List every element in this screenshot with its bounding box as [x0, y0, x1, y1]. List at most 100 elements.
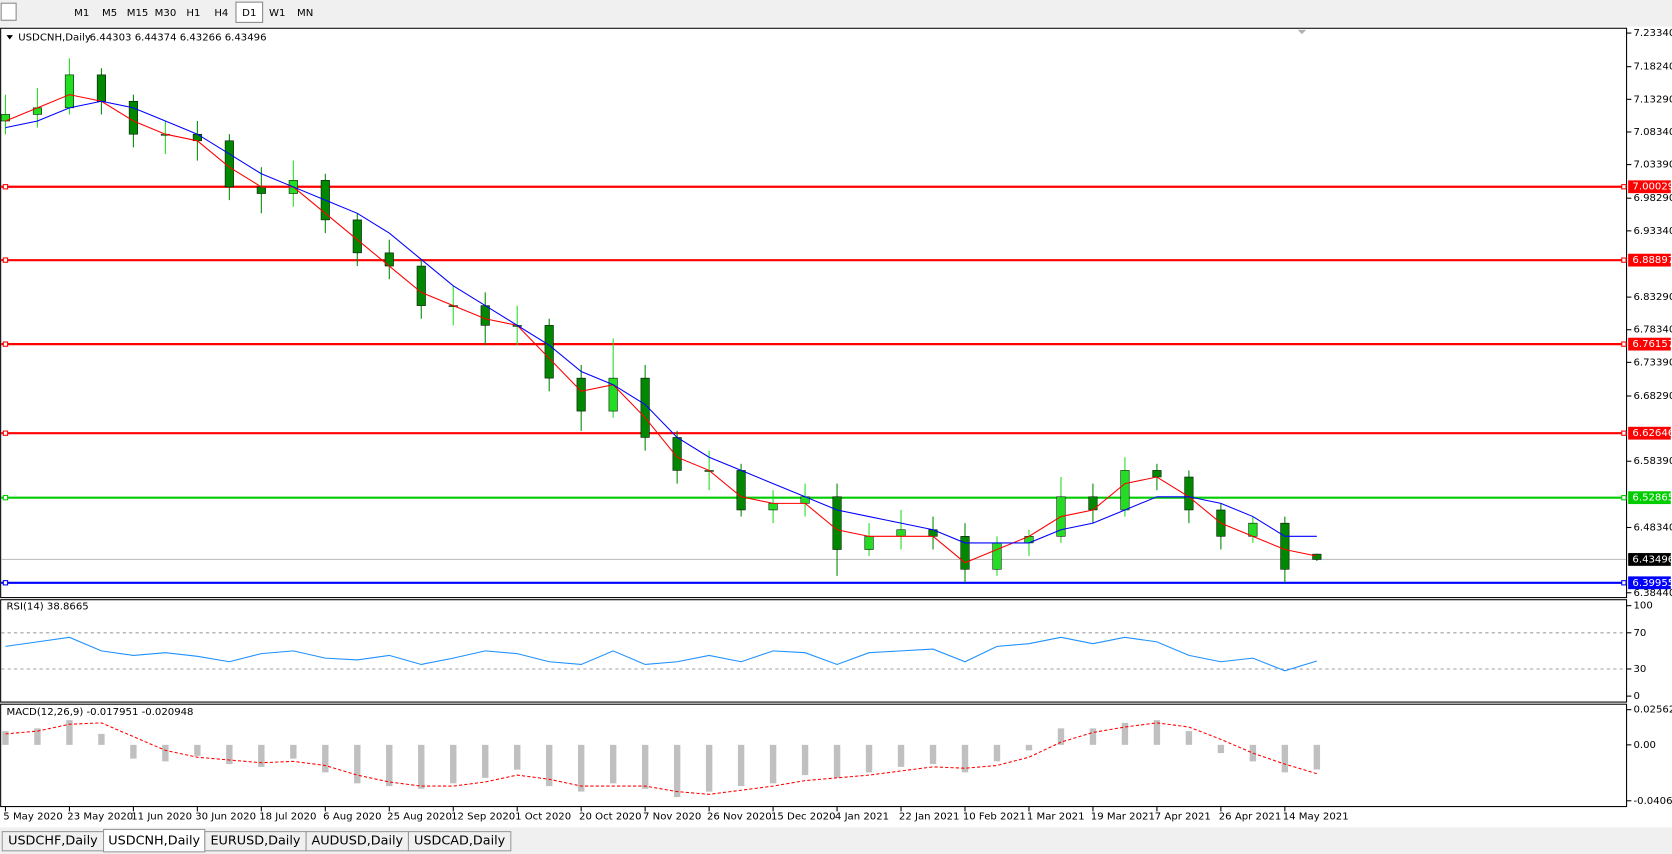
level-handle [1621, 430, 1627, 436]
y-tick-label: 6.73390 [1633, 357, 1672, 368]
x-tick-label: 4 Jan 2021 [835, 812, 889, 823]
macd-title: MACD(12,26,9) -0.017951 -0.020948 [7, 707, 194, 718]
level-label-box [1628, 180, 1671, 194]
timeframe-button[interactable] [263, 2, 291, 23]
timeframe-label: H4 [214, 8, 228, 19]
macd-bar [1025, 744, 1033, 751]
y-tick-label: 0.00 [1633, 740, 1656, 751]
level-label-box [1628, 426, 1671, 440]
macd-bar [929, 744, 937, 765]
macd-bar [194, 744, 201, 756]
macd-bar [961, 744, 969, 773]
level-handle [1621, 341, 1627, 347]
macd-bar [482, 744, 489, 778]
x-tick-label: 12 Sep 2020 [451, 812, 515, 823]
level-handle [2, 495, 9, 501]
macd-bar [801, 744, 809, 776]
level-label: 6.88897 [1632, 255, 1672, 266]
chart-tab[interactable] [407, 831, 512, 852]
timeframe-button[interactable] [124, 2, 151, 23]
x-tick-label: 14 May 2021 [1283, 812, 1349, 823]
level-label-box [1628, 253, 1671, 267]
macd-bar [2, 731, 9, 745]
y-tick-label: -0.040687 [1633, 796, 1672, 807]
macd-bar [450, 744, 457, 784]
macd-bar [1057, 728, 1065, 745]
level-handle [2, 257, 9, 263]
timeframe-button[interactable] [96, 2, 123, 23]
macd-bar [66, 720, 73, 745]
timeframe-button[interactable] [180, 2, 207, 23]
rsi-line [5, 636, 1317, 672]
y-tick-label: 100 [1633, 601, 1652, 612]
y-tick-label: 6.83290 [1633, 292, 1672, 303]
timeframe-button[interactable] [68, 2, 96, 23]
moving-average [5, 100, 1317, 544]
level-label: 6.76157 [1632, 339, 1672, 350]
macd-bar [1313, 744, 1321, 770]
x-tick-label: 19 Mar 2021 [1091, 812, 1155, 823]
macd-bar [386, 744, 393, 787]
x-tick-label: 20 Oct 2020 [579, 812, 642, 823]
timeframe-button[interactable] [291, 2, 319, 23]
level-handle [2, 341, 9, 347]
timeframe-button[interactable] [235, 1, 264, 23]
tab-label: USDCHF,Daily [8, 834, 98, 849]
y-tick-label: 0 [1633, 691, 1639, 702]
x-tick-label: 22 Jan 2021 [899, 812, 960, 823]
macd-bar [737, 744, 745, 787]
rsi-panel [0, 599, 1628, 703]
level-label-box [1628, 553, 1671, 566]
y-tick-label: 7.23340 [1633, 28, 1672, 39]
macd-bar [865, 744, 873, 773]
candle-body [608, 377, 618, 412]
y-tick-label: 6.93340 [1633, 226, 1672, 237]
candle-body [864, 536, 874, 550]
macd-bar [1185, 731, 1193, 745]
x-tick-label: 23 May 2020 [67, 812, 133, 823]
y-tick-label: 7.18240 [1633, 62, 1672, 73]
macd-bar [1281, 744, 1289, 773]
level-handle [1621, 495, 1627, 501]
x-tick-label: 11 Jun 2020 [131, 812, 192, 823]
y-tick-label: 70 [1633, 628, 1646, 639]
candle-body [1152, 470, 1162, 478]
y-tick-label: 6.78340 [1633, 325, 1672, 336]
timeframe-button[interactable] [152, 2, 179, 23]
level-handle [1621, 257, 1627, 263]
macd-bar [769, 744, 777, 784]
macd-bar [98, 733, 105, 745]
y-tick-label: 7.13290 [1633, 94, 1672, 105]
timeframe-label: M5 [102, 8, 117, 19]
level-label: 6.43496 [1632, 554, 1672, 565]
macd-bar [1121, 722, 1129, 745]
candle-body [416, 265, 426, 306]
timeframe-button[interactable] [208, 2, 235, 23]
tab-label: EURUSD,Daily [210, 834, 300, 849]
level-label: 6.39955 [1632, 578, 1672, 589]
level-label-box [1628, 491, 1671, 505]
macd-bar [1089, 728, 1097, 745]
x-tick-label: 1 Mar 2021 [1027, 812, 1085, 823]
macd-bar [1217, 744, 1225, 754]
y-tick-label: 30 [1633, 664, 1646, 675]
candle-body [576, 377, 586, 412]
x-tick-label: 6 Aug 2020 [323, 812, 381, 823]
moving-average [5, 94, 1317, 564]
tool-button[interactable] [0, 2, 17, 21]
chart-window [0, 26, 1672, 828]
candle-body [224, 140, 234, 188]
level-label: 6.52865 [1632, 493, 1672, 504]
y-tick-label: 0.025623 [1633, 705, 1672, 716]
macd-bar [705, 744, 713, 792]
macd-bar [897, 744, 905, 767]
candle-body [128, 100, 138, 135]
candle-body [768, 503, 778, 511]
y-tick-label: 6.58390 [1633, 456, 1672, 467]
macd-bar [609, 744, 617, 784]
macd-bar [34, 728, 41, 745]
x-tick-label: 26 Nov 2020 [707, 812, 772, 823]
x-tick-label: 1 Oct 2020 [515, 812, 571, 823]
